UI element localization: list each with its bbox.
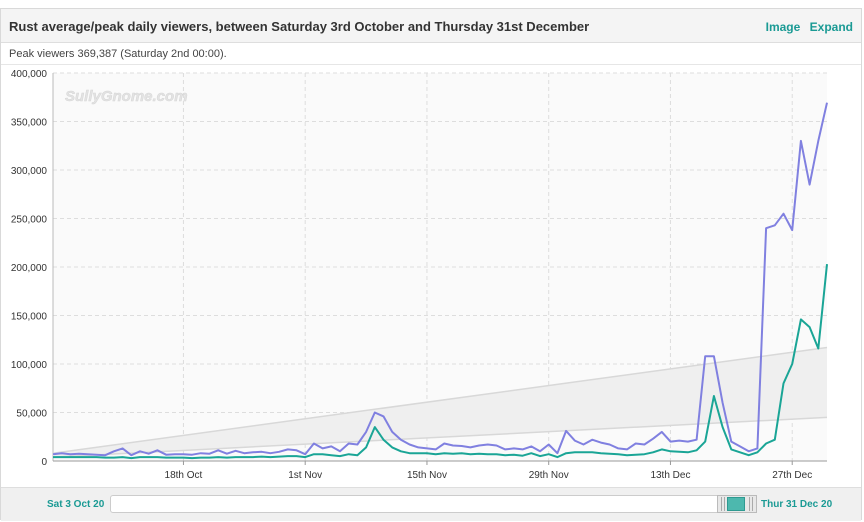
x-tick-label: 29th Nov [529, 470, 569, 481]
chart-area: 0 50,000 100,000 150,000 200,000 250,000 300,0… [1, 65, 861, 487]
header-links: Image Expand [760, 20, 853, 34]
chart-title: Rust average/peak daily viewers, between… [9, 19, 590, 34]
range-start-label: Sat 3 Oct 20 [47, 499, 105, 510]
y-tick-label: 200,000 [11, 263, 48, 274]
x-tick-label: 27th Dec [772, 470, 812, 481]
chart-panel: Rust average/peak daily viewers, between… [0, 8, 862, 521]
y-tick-label: 400,000 [11, 69, 48, 80]
peak-info-bar: Peak viewers 369,387 (Saturday 2nd 00:00… [1, 43, 861, 65]
x-tick-label: 18th Oct [165, 470, 203, 481]
y-tick-label: 150,000 [11, 312, 48, 323]
peak-viewers-line [52, 102, 828, 457]
range-selector: Sat 3 Oct 20 Thur 31 Dec 20 [1, 487, 861, 521]
x-tick-label: 13th Dec [650, 470, 690, 481]
y-tick-label: 50,000 [16, 409, 47, 420]
y-tick-label: 0 [41, 457, 47, 468]
watermark-logo: SullyGnome.com [65, 88, 188, 105]
average-viewers-line [53, 263, 828, 460]
viewers-chart: 0 50,000 100,000 150,000 200,000 250,000 300,0… [11, 69, 828, 481]
range-slider-track[interactable] [110, 495, 756, 513]
y-tick-label: 350,000 [11, 118, 48, 129]
range-slider-handle[interactable] [727, 497, 745, 511]
x-tick-label: 1st Nov [288, 470, 322, 481]
image-link[interactable]: Image [765, 20, 801, 34]
peak-trend-line [52, 346, 828, 454]
expand-link[interactable]: Expand [809, 20, 853, 34]
x-tick-label: 15th Nov [407, 470, 447, 481]
panel-header: Rust average/peak daily viewers, between… [1, 9, 861, 43]
trend-band [53, 347, 827, 458]
peak-info-text: Peak viewers 369,387 (Saturday 2nd 00:00… [9, 48, 227, 60]
left-grip-handle[interactable] [721, 497, 725, 511]
y-tick-label: 250,000 [11, 215, 48, 226]
y-tick-label: 100,000 [11, 360, 48, 371]
y-tick-label: 300,000 [11, 166, 48, 177]
right-grip-handle[interactable] [749, 497, 753, 511]
range-end-label: Thur 31 Dec 20 [761, 499, 833, 510]
